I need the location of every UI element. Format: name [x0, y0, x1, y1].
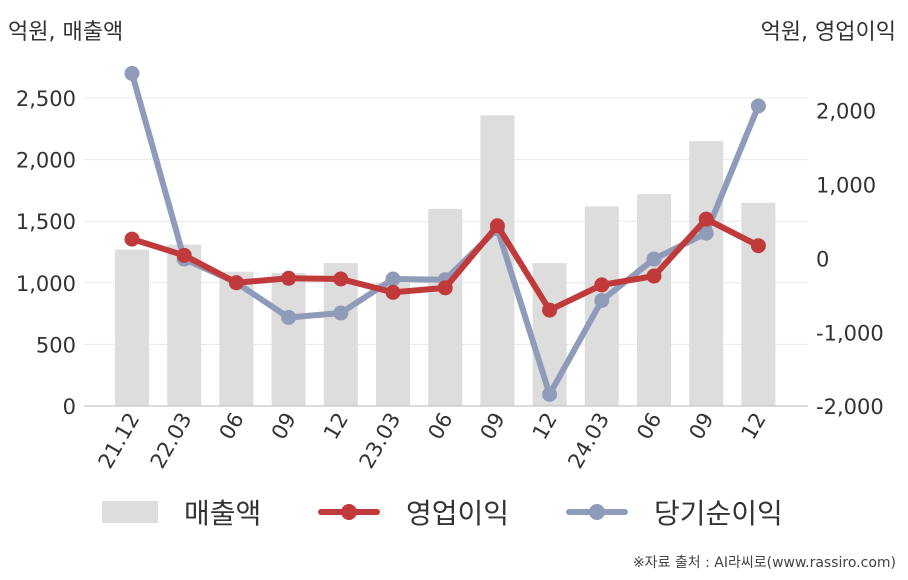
- point-operating-profit-0: [124, 231, 140, 247]
- bar-sales-1: [167, 244, 202, 406]
- point-net-income-9: [594, 292, 610, 308]
- source-note: ※자료 출처 : AI라씨로(www.rassiro.com): [632, 555, 896, 571]
- x-tick-label-10: 06: [632, 409, 666, 444]
- left-tick-label-4: 2,000: [16, 149, 76, 173]
- x-tick-label-7: 09: [476, 409, 510, 444]
- left-tick-label-2: 1,000: [16, 272, 76, 296]
- bar-sales-5: [376, 282, 410, 406]
- point-operating-profit-4: [333, 271, 349, 287]
- point-operating-profit-5: [385, 284, 401, 300]
- legend-item-net-income: 당기순이익: [566, 492, 783, 532]
- x-tick-label-9: 24.03: [563, 409, 614, 473]
- right-axis-unit: 억원, 영업이익: [760, 20, 896, 45]
- sales-bars: [115, 115, 776, 407]
- left-tick-label-0: 0: [63, 395, 76, 419]
- bar-sales-3: [271, 272, 306, 406]
- bar-sales-12: [741, 202, 776, 406]
- left-tick-label-5: 2,500: [16, 87, 76, 111]
- legend-label-sales: 매출액: [184, 497, 262, 530]
- bar-sales-10: [637, 194, 671, 406]
- point-net-income-12: [750, 98, 766, 114]
- point-operating-profit-9: [594, 277, 610, 293]
- legend-swatch-sales: [102, 501, 158, 523]
- x-axis-ticks: 21.12 22.03 06 09 12 23.03 06 09 12 24.03 06 09 12: [93, 409, 770, 473]
- bar-sales-4: [323, 263, 358, 406]
- point-operating-profit-11: [698, 211, 714, 227]
- x-tick-label-6: 06: [423, 409, 457, 444]
- point-operating-profit-10: [646, 268, 662, 284]
- x-tick-label-8: 12: [528, 409, 562, 444]
- x-tick-label-3: 09: [267, 409, 301, 444]
- x-tick-label-2: 06: [215, 409, 249, 444]
- legend-swatch-net-income: [566, 500, 628, 524]
- right-tick-label-4: 2,000: [816, 99, 876, 123]
- point-net-income-4: [333, 305, 349, 321]
- point-net-income-5: [385, 271, 401, 287]
- right-tick-label-3: 1,000: [816, 173, 876, 197]
- point-operating-profit-3: [281, 270, 297, 286]
- point-operating-profit-8: [542, 302, 558, 318]
- point-net-income-0: [124, 65, 140, 81]
- point-operating-profit-6: [437, 280, 453, 296]
- bar-sales-2: [219, 271, 254, 406]
- point-net-income-3: [281, 309, 297, 325]
- right-tick-label-2: 0: [816, 247, 829, 271]
- bar-sales-0: [115, 249, 149, 406]
- point-net-income-10: [646, 251, 662, 267]
- x-tick-label-12: 12: [737, 409, 771, 444]
- point-net-income-8: [542, 386, 558, 402]
- legend-item-operating-profit: 영업이익: [318, 492, 509, 532]
- legend-item-sales: 매출액: [102, 492, 261, 532]
- right-axis-ticks: -2,000 -1,000 0 1,000 2,000: [816, 99, 884, 419]
- right-tick-label-1: -1,000: [816, 321, 884, 345]
- point-operating-profit-12: [750, 238, 766, 254]
- x-tick-label-5: 23.03: [354, 409, 405, 473]
- legend-label-net-income: 당기순이익: [654, 497, 783, 530]
- point-operating-profit-7: [489, 218, 505, 234]
- left-tick-label-3: 1,500: [16, 210, 76, 234]
- x-tick-label-4: 12: [319, 409, 353, 444]
- bar-sales-6: [428, 208, 463, 406]
- x-tick-label-11: 09: [684, 409, 718, 444]
- legend-label-operating-profit: 영업이익: [406, 497, 510, 530]
- right-tick-label-0: -2,000: [816, 395, 884, 419]
- legend-swatch-operating-profit: [318, 500, 380, 524]
- point-net-income-11: [698, 225, 714, 241]
- bar-sales-11: [689, 141, 724, 406]
- x-tick-label-1: 22.03: [146, 409, 197, 473]
- profit-lines: [124, 65, 766, 402]
- left-axis-unit: 억원, 매출액: [8, 20, 124, 45]
- point-operating-profit-2: [228, 275, 244, 291]
- x-tick-label-0: 21.12: [93, 409, 144, 473]
- left-axis-ticks: 0 500 1,000 1,500 2,000 2,500: [16, 87, 76, 419]
- left-tick-label-1: 500: [36, 333, 76, 357]
- point-operating-profit-1: [176, 247, 192, 263]
